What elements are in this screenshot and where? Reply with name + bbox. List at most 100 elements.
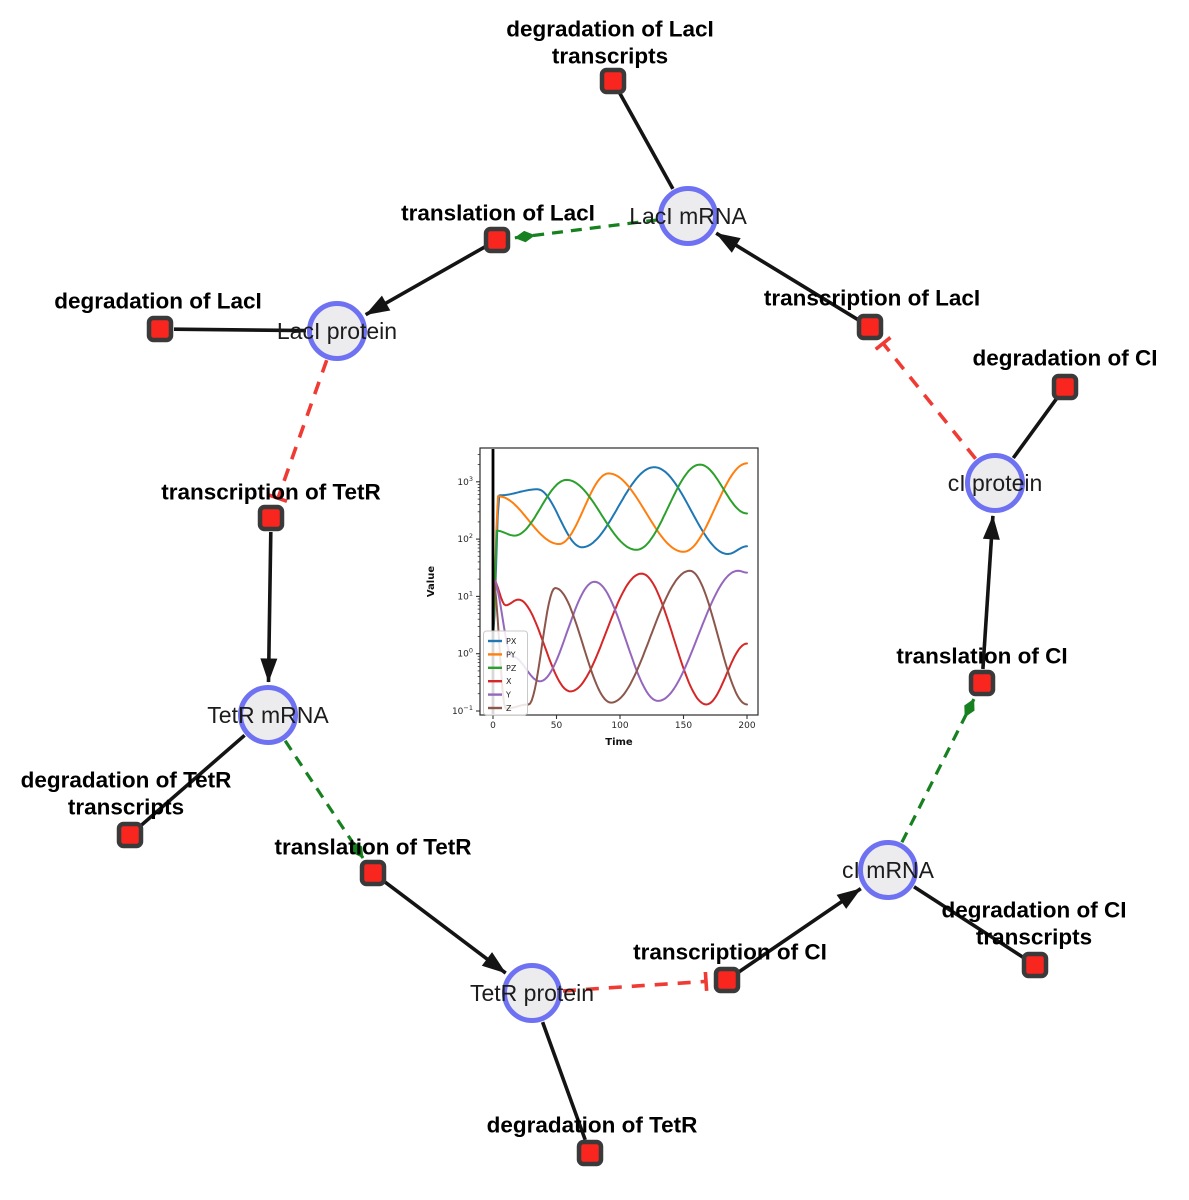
y-tick-label: 103 <box>457 475 473 488</box>
reaction-label-translation_lacI-line0: translation of LacI <box>401 201 595 226</box>
reaction-square-transcription_cI[interactable] <box>713 966 741 994</box>
species-circle-tetR_mRNA[interactable] <box>238 685 298 745</box>
reaction-node-translation_tetR: translation of TetR <box>274 835 472 887</box>
species-label-cI_protein: cI protein <box>948 470 1043 496</box>
series-line-Y <box>492 569 748 702</box>
edge-consumption-tetR_mRNA-to-deg_tetR_transcripts[interactable] <box>139 733 246 828</box>
reaction-label-translation_tetR-line0: translation of TetR <box>274 835 471 860</box>
edge-inhibition-lacI_protein-to-transcription_tetR[interactable] <box>268 359 329 504</box>
y-tick-base: 10 <box>452 707 464 717</box>
reaction-label-transcription_cI-line0: transcription of CI <box>633 940 827 965</box>
species-label-tetR_mRNA: TetR mRNA <box>207 702 329 728</box>
reaction-square-deg_tetR_transcripts[interactable] <box>116 821 144 849</box>
reaction-label-deg_cI_transcripts-line0: degradation of CI <box>942 898 1127 923</box>
series-line-PY <box>492 462 748 638</box>
chart-legend: PX PY PZ XYZ <box>483 630 528 716</box>
y-tick-label: 102 <box>457 532 473 545</box>
species-label-cI_mRNA: cI mRNA <box>842 857 935 883</box>
species-circle-cI_mRNA[interactable] <box>858 840 918 900</box>
reaction-square-deg_lacI[interactable] <box>146 315 174 343</box>
reaction-label-transcription_tetR-line0: transcription of TetR <box>161 480 381 505</box>
reaction-label-transcription_lacI-line0: transcription of LacI <box>764 286 980 311</box>
y-tick-exponent: 2 <box>469 532 473 540</box>
edge-production-translation_cI-to-cI_protein[interactable] <box>981 515 1000 670</box>
edge-inhibition-cI_protein-to-transcription_lacI[interactable] <box>874 336 978 460</box>
y-tick-exponent: −1 <box>463 704 473 712</box>
x-tick-label: 200 <box>738 721 755 731</box>
reaction-label-deg_tetR_transcripts-line0: degradation of TetR <box>21 768 232 793</box>
nodes-layer: degradation of LacItranscriptstranslatio… <box>21 17 1158 1167</box>
species-circle-tetR_protein[interactable] <box>502 963 562 1023</box>
y-tick-base: 10 <box>457 592 469 602</box>
species-label-tetR_protein: TetR protein <box>470 980 594 1006</box>
reaction-node-deg_lacI: degradation of LacI <box>54 289 262 343</box>
species-circle-lacI_mRNA[interactable] <box>658 186 718 246</box>
y-tick-label: 100 <box>457 647 473 660</box>
reaction-square-deg_lacI_transcripts[interactable] <box>599 67 627 95</box>
edges-layer <box>139 92 1059 1141</box>
reaction-label-deg_tetR_transcripts-line1: transcripts <box>68 795 184 820</box>
legend-label-PY: PY <box>506 650 516 659</box>
y-axis-label: Value <box>426 566 437 597</box>
reaction-label-deg_tetR-line0: degradation of TetR <box>487 1113 698 1138</box>
x-tick-label: 150 <box>675 721 692 731</box>
legend-label-PZ: PZ <box>506 664 517 673</box>
species-node-lacI_mRNA: LacI mRNA <box>629 186 747 246</box>
reaction-square-deg_tetR[interactable] <box>576 1139 604 1167</box>
plot-area <box>491 449 748 714</box>
species-label-lacI_protein: LacI protein <box>277 318 397 344</box>
y-tick-base: 10 <box>457 535 469 545</box>
edge-consumption-lacI_mRNA-to-deg_lacI_transcripts[interactable] <box>618 92 675 190</box>
edge-production-transcription_cI-to-cI_mRNA[interactable] <box>737 887 862 974</box>
y-tick-base: 10 <box>457 478 469 488</box>
series-line-PZ <box>492 463 748 638</box>
edge-inhibition-tetR_protein-to-transcription_cI[interactable] <box>562 971 709 993</box>
reaction-square-transcription_tetR[interactable] <box>257 504 285 532</box>
reaction-square-translation_cI[interactable] <box>968 669 996 697</box>
edge-production-translation_lacI-to-lacI_protein[interactable] <box>364 245 486 317</box>
reaction-square-translation_lacI[interactable] <box>483 226 511 254</box>
series-line-Z <box>492 569 748 710</box>
edge-consumption-cI_mRNA-to-deg_cI_transcripts[interactable] <box>913 885 1025 959</box>
species-node-lacI_protein: LacI protein <box>277 301 397 361</box>
legend-label-Y: Y <box>505 691 511 700</box>
edge-production-transcription_tetR-to-tetR_mRNA[interactable] <box>260 531 278 683</box>
legend-label-Z: Z <box>506 704 512 713</box>
reaction-label-translation_cI-line0: translation of CI <box>896 644 1067 669</box>
species-circle-lacI_protein[interactable] <box>307 301 367 361</box>
edge-production-transcription_lacI-to-lacI_mRNA[interactable] <box>715 231 859 322</box>
edge-consumption-tetR_protein-to-deg_tetR[interactable] <box>540 1021 587 1141</box>
species-circle-cI_protein[interactable] <box>965 453 1025 513</box>
axes-spines <box>479 447 759 716</box>
y-tick-label: 10−1 <box>452 704 473 717</box>
species-node-tetR_mRNA: TetR mRNA <box>207 685 329 745</box>
species-node-tetR_protein: TetR protein <box>470 963 594 1023</box>
edge-consumption-lacI_protein-to-deg_lacI[interactable] <box>173 327 307 333</box>
reaction-node-deg_tetR: degradation of TetR <box>487 1113 698 1167</box>
reaction-square-deg_cI[interactable] <box>1051 373 1079 401</box>
reaction-label-deg_lacI_transcripts-line1: transcripts <box>552 44 668 69</box>
edge-catalysis-cI_mRNA-to-translation_cI[interactable] <box>900 698 976 844</box>
edge-catalysis-lacI_mRNA-to-translation_lacI[interactable] <box>514 218 658 243</box>
edge-production-translation_tetR-to-tetR_protein[interactable] <box>383 879 507 975</box>
reaction-label-deg_lacI_transcripts-line0: degradation of LacI <box>506 17 714 42</box>
reaction-node-transcription_lacI: transcription of LacI <box>764 286 980 341</box>
y-tick-exponent: 3 <box>469 475 473 483</box>
reaction-square-transcription_lacI[interactable] <box>856 313 884 341</box>
reaction-square-deg_cI_transcripts[interactable] <box>1021 951 1049 979</box>
reaction-node-transcription_cI: transcription of CI <box>633 940 827 994</box>
edge-catalysis-tetR_mRNA-to-translation_tetR[interactable] <box>283 739 365 859</box>
y-tick-label: 101 <box>457 589 473 602</box>
reaction-square-translation_tetR[interactable] <box>359 859 387 887</box>
y-tick-exponent: 0 <box>469 647 473 655</box>
y-tick-exponent: 1 <box>469 589 473 597</box>
edge-consumption-cI_protein-to-deg_cI[interactable] <box>1011 397 1059 460</box>
species-label-lacI_mRNA: LacI mRNA <box>629 203 747 229</box>
x-tick-label: 50 <box>551 721 563 731</box>
y-tick-base: 10 <box>457 650 469 660</box>
